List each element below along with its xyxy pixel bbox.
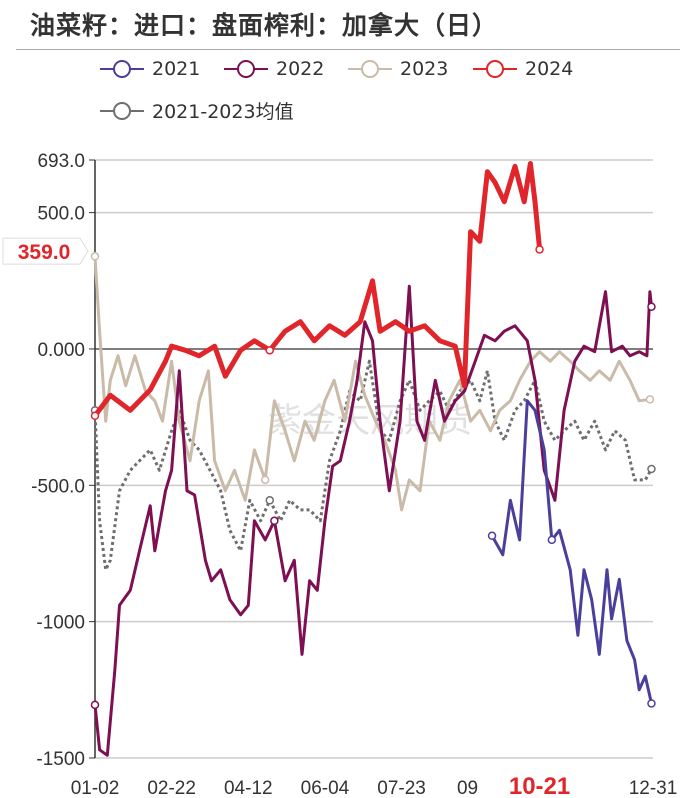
current-value-label: 359.0 <box>18 241 71 264</box>
legend-label: 2023 <box>400 58 449 80</box>
legend-line-circle-icon <box>224 60 268 78</box>
data-point-marker <box>535 245 544 254</box>
legend-label: 2021 <box>152 58 201 80</box>
x-tick-label: 12-31 <box>629 778 678 798</box>
series-line-2021-2023均值 <box>93 359 653 572</box>
legend-label: 2022 <box>276 58 325 80</box>
x-tick-label: 06-04 <box>301 778 350 798</box>
data-point-marker <box>90 252 100 261</box>
y-tick-label: 0.000 <box>37 340 85 361</box>
x-tick-label: 07-23 <box>377 778 426 798</box>
y-tick-label: -1000 <box>36 613 85 634</box>
y-tick-label: -500.0 <box>31 476 85 497</box>
legend-item-2022[interactable]: 2022 <box>224 57 324 81</box>
current-value-badge <box>2 237 89 265</box>
title-divider <box>16 49 680 50</box>
legend-line-circle-icon <box>100 60 144 78</box>
y-tick-label: 500.0 <box>37 204 85 225</box>
x-tick-label: 10-21 <box>509 773 570 798</box>
legend-label: 2024 <box>525 58 574 80</box>
series-2022 <box>90 284 656 757</box>
data-point-marker <box>647 464 656 474</box>
legend-line-circle-icon <box>473 60 517 78</box>
legend-line-circle-icon <box>100 101 144 120</box>
series-2024 <box>90 161 544 421</box>
data-point-marker <box>645 395 655 404</box>
legend-item-2024[interactable]: 2024 <box>473 57 573 81</box>
legend-item-2021[interactable]: 2021 <box>100 57 200 81</box>
data-point-marker <box>487 531 497 541</box>
legend-item-2021-2023均值[interactable]: 2021-2023均值 <box>100 97 294 124</box>
y-tick-label: -1500 <box>36 749 85 770</box>
series-2021 <box>487 399 656 708</box>
data-point-marker <box>90 411 100 421</box>
series-2023 <box>90 252 655 512</box>
data-point-marker <box>647 699 656 708</box>
series-line-2024 <box>92 161 543 418</box>
x-tick-label: 09 <box>457 778 478 798</box>
series-line-2022 <box>93 284 653 757</box>
series-line-2021 <box>490 399 653 704</box>
data-point-marker <box>265 346 275 355</box>
x-tick-label: 04-12 <box>224 778 273 798</box>
data-point-marker <box>270 516 279 526</box>
x-tick-label: 01-02 <box>71 778 120 798</box>
data-point-marker <box>260 475 270 485</box>
series-line-2023 <box>93 256 651 512</box>
data-point-marker <box>647 302 656 311</box>
data-point-marker <box>265 496 275 505</box>
legend-line-circle-icon <box>348 60 392 78</box>
legend-item-2023[interactable]: 2023 <box>348 57 448 81</box>
y-tick-label: 693.0 <box>37 151 85 172</box>
data-point-marker <box>90 700 100 710</box>
x-tick-label: 02-22 <box>147 778 196 798</box>
data-point-marker <box>547 535 557 545</box>
legend-label: 2021-2023均值 <box>152 101 294 123</box>
chart-title: 油菜籽：进口：盘面榨利：加拿大（日） <box>30 11 499 40</box>
